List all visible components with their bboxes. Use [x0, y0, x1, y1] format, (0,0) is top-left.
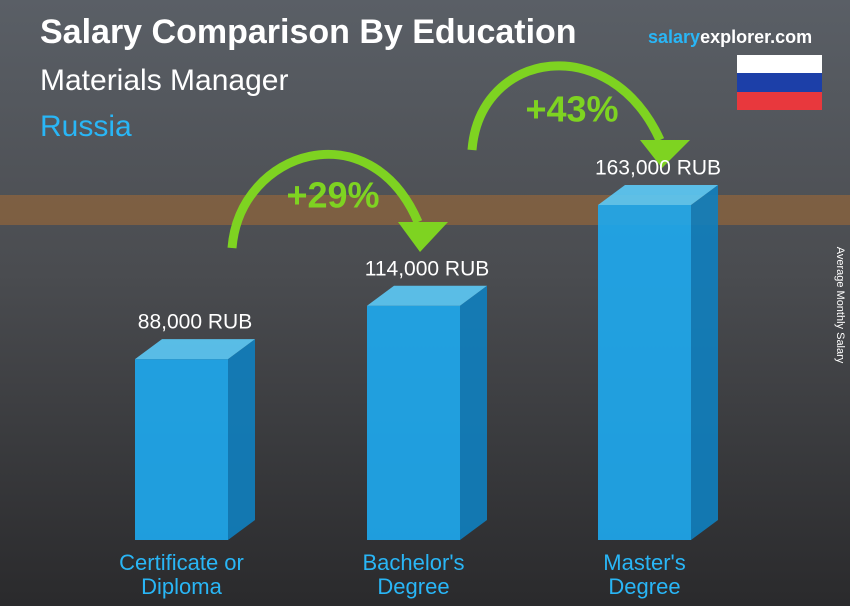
- bar-top: [598, 185, 718, 205]
- title: Salary Comparison By Education: [40, 13, 577, 51]
- brand-explorer: explorer.com: [700, 27, 812, 47]
- arrow-1: [227, 149, 423, 249]
- bar-side: [460, 285, 487, 540]
- arrow-2: [467, 61, 665, 151]
- axis-label: Average Monthly Salary: [834, 247, 846, 364]
- flag-red: [737, 92, 822, 110]
- category-label: Master's Degree: [603, 550, 686, 599]
- bar-side: [228, 339, 255, 540]
- brand: salaryexplorer.com: [648, 27, 812, 47]
- country: Russia: [40, 110, 132, 143]
- flag-white: [737, 55, 822, 73]
- arrow-1-head: [398, 222, 448, 252]
- category-label: Bachelor's Degree: [362, 550, 465, 599]
- brand-salary: salary: [648, 27, 700, 47]
- bar: [135, 359, 228, 540]
- bar: [598, 205, 691, 540]
- bar-top: [367, 285, 487, 306]
- percent-change: +29%: [286, 175, 379, 216]
- subtitle: Materials Manager: [40, 64, 288, 97]
- bar: [367, 305, 460, 540]
- percent-change: +43%: [525, 89, 618, 130]
- value-label: 163,000 RUB: [595, 157, 721, 180]
- value-label: 88,000 RUB: [138, 311, 252, 334]
- category-label: Certificate or Diploma: [119, 550, 244, 599]
- bar-top: [135, 339, 255, 360]
- bar-side: [691, 185, 718, 540]
- value-label: 114,000 RUB: [365, 257, 490, 280]
- flag-blue: [737, 73, 822, 92]
- arrow-2-head: [640, 140, 690, 168]
- background-beam: [0, 195, 850, 225]
